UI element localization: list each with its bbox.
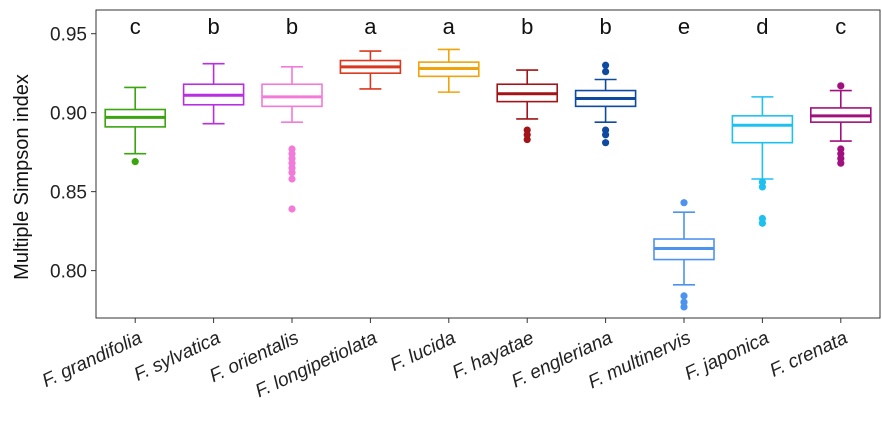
significance-letter: d bbox=[756, 14, 768, 39]
outlier-point bbox=[602, 68, 610, 76]
outlier-point bbox=[758, 219, 767, 227]
significance-letter: a bbox=[364, 14, 377, 39]
significance-letter: b bbox=[599, 14, 611, 39]
outlier-point bbox=[288, 169, 296, 177]
outlier-point bbox=[602, 131, 610, 139]
x-tick-label: F. crenata bbox=[767, 327, 851, 381]
y-tick-label: 0.80 bbox=[50, 262, 87, 283]
x-tick-label: F. japonica bbox=[682, 327, 773, 384]
box-group bbox=[182, 62, 245, 125]
outlier-point bbox=[837, 82, 845, 90]
significance-letter: b bbox=[286, 14, 298, 39]
outlier-point bbox=[680, 199, 688, 207]
box-group bbox=[653, 199, 715, 311]
outlier-point bbox=[288, 205, 296, 213]
box-group bbox=[496, 69, 559, 144]
significance-letter: e bbox=[678, 14, 690, 39]
box-group bbox=[104, 86, 166, 166]
panel-border bbox=[95, 9, 881, 319]
outlier-point bbox=[523, 135, 531, 144]
significance-letter: a bbox=[443, 14, 456, 39]
outlier-point bbox=[602, 139, 610, 147]
iqr-box bbox=[261, 83, 323, 108]
box-group bbox=[261, 66, 323, 213]
outlier-point bbox=[288, 175, 296, 183]
y-tick-label: 0.95 bbox=[50, 25, 87, 46]
box-group bbox=[417, 48, 480, 93]
box-group bbox=[731, 96, 794, 227]
box-group bbox=[339, 50, 402, 90]
y-tick-label: 0.85 bbox=[50, 183, 87, 204]
significance-letter: b bbox=[521, 14, 533, 39]
outlier-point bbox=[837, 159, 845, 167]
y-tick-label: 0.90 bbox=[50, 104, 87, 125]
outlier-point bbox=[131, 158, 139, 166]
outlier-point bbox=[680, 292, 688, 300]
significance-letter: c bbox=[835, 14, 846, 39]
significance-letter: b bbox=[207, 14, 219, 39]
y-axis-title: Multiple Simpson index bbox=[11, 74, 33, 280]
significance-letter: c bbox=[130, 14, 141, 39]
x-tick-label: F. lucida bbox=[387, 327, 459, 375]
outlier-point bbox=[758, 183, 767, 191]
outlier-point bbox=[680, 303, 688, 311]
iqr-box bbox=[731, 115, 794, 144]
box-group bbox=[809, 82, 872, 167]
y-axis: 0.80 0.85 0.90 0.95 bbox=[50, 25, 96, 283]
outlier-point bbox=[602, 61, 610, 69]
x-tick-label: F. grandifolia bbox=[39, 327, 145, 391]
box-group bbox=[574, 61, 637, 147]
